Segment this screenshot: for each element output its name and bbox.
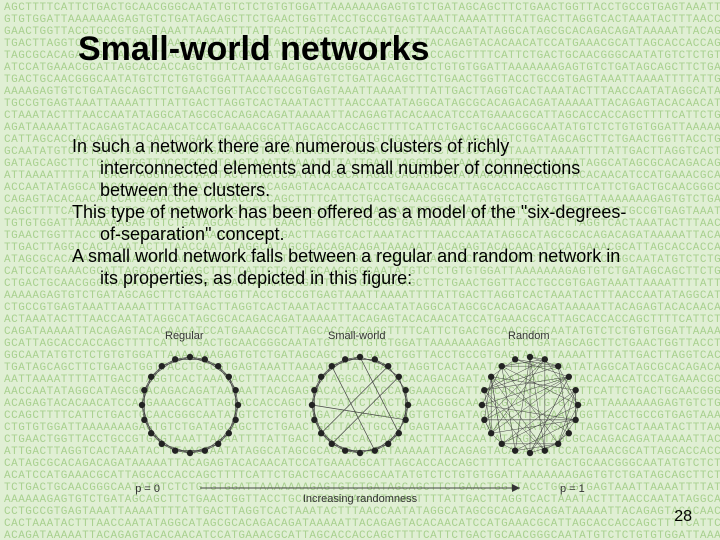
paragraph-3: A small world network falls between a re… xyxy=(72,245,632,289)
paragraph-2: This type of network has been offered as… xyxy=(72,201,632,245)
svg-text:Increasing randomness: Increasing randomness xyxy=(303,493,418,505)
network-svg: p = 0 p = 1 Increasing randomness xyxy=(110,330,610,510)
label-smallworld: Small-world xyxy=(328,330,385,342)
label-random: Random xyxy=(508,330,550,342)
svg-text:p = 1: p = 1 xyxy=(560,483,585,495)
network-figure: Regular Small-world Random p = 0 p = 1 Inc… xyxy=(110,330,610,510)
slide: AGCTTTTCATTCTGACTGCAACGGGCAATATGTCTCTGTG… xyxy=(0,0,720,540)
label-regular: Regular xyxy=(165,330,204,342)
page-number: 28 xyxy=(674,508,692,526)
paragraph-1: In such a network there are numerous clu… xyxy=(72,135,632,201)
slide-title: Small-world networks xyxy=(78,30,429,69)
svg-text:p = 0: p = 0 xyxy=(135,483,160,495)
slide-body: In such a network there are numerous clu… xyxy=(72,135,632,289)
